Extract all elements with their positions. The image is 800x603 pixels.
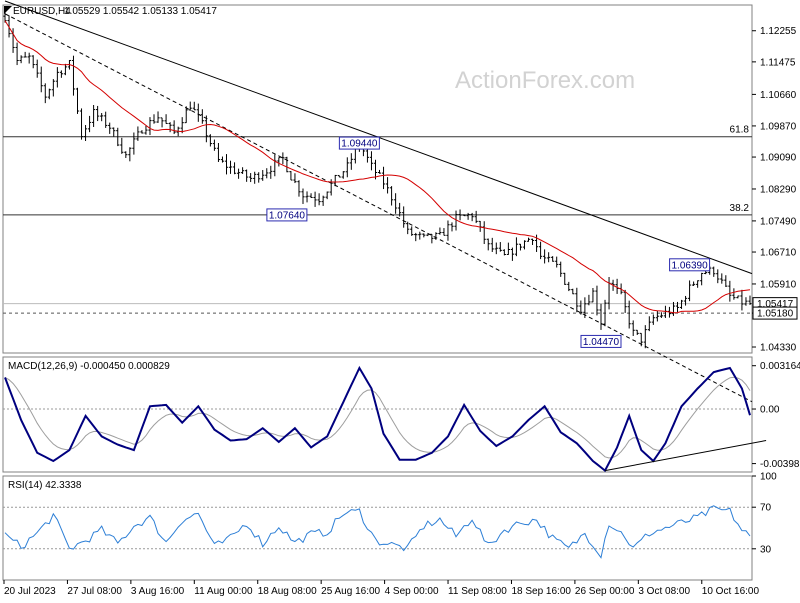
x-axis-tick-label: 26 Sep 00:00 [575,586,635,597]
price-y-tick-label: 1.10660 [760,90,797,101]
x-axis-tick-label: 18 Sep 16:00 [511,586,571,597]
price-annotation-box [266,208,308,222]
rsi-label: RSI(14) 42.3338 [8,480,82,491]
dotted-level-tag-label: 1.05180 [757,309,794,320]
price-y-tick-label: 1.09090 [760,153,797,164]
rsi-panel-frame [2,475,753,581]
price-annotation-label: 1.07640 [269,210,306,221]
macd-panel-frame [2,356,753,473]
macd-y-tick-label: -0.003986 [760,459,800,470]
dotted-level-tag [752,306,798,320]
fib-level-label: 61.8 [730,125,750,136]
rsi-y-tick-label: 100 [760,472,777,483]
x-axis-tick-label: 18 Aug 08:00 [258,586,317,597]
chart-corner-icon [4,6,12,14]
rsi-y-tick-label: 30 [760,544,772,555]
watermark-text: ActionForex.com [455,67,635,94]
x-axis-tick-label: 3 Aug 16:00 [131,586,185,597]
macd-signal-line [4,376,751,459]
price-y-tick-label: 1.12255 [760,26,797,37]
x-axis-tick-label: 27 Jul 08:00 [67,586,122,597]
price-annotation-box [669,258,711,272]
dashed-trendline [4,13,753,403]
price-y-tick-label: 1.09870 [760,121,797,132]
macd-y-tick-label: 0.003164 [760,361,800,372]
macd-y-tick-label: 0.00 [760,405,780,416]
price-panel-frame [2,4,753,354]
price-y-tick-label: 1.11475 [760,57,796,68]
x-axis-tick-label: 10 Oct 16:00 [702,586,760,597]
x-axis-tick-label: 11 Sep 08:00 [448,586,507,597]
x-axis-tick-label: 4 Sep 00:00 [385,586,439,597]
price-annotation-label: 1.09440 [341,139,378,150]
x-axis-tick-label: 20 Jul 2023 [4,586,56,597]
ohlc-header-label: 1.05529 1.05542 1.05133 1.05417 [64,6,217,17]
price-y-tick-label: 1.07490 [760,216,797,227]
rsi-line [4,505,751,559]
x-axis-tick-label: 3 Oct 08:00 [638,586,690,597]
x-axis-tick-label: 11 Aug 00:00 [194,586,253,597]
macd-trendline [604,440,767,472]
price-y-tick-label: 1.05910 [760,279,797,290]
price-annotation-box [580,334,622,348]
price-annotation-box [338,136,380,150]
rsi-y-tick-label: 70 [760,503,772,514]
x-axis-tick-label: 25 Aug 16:00 [321,586,380,597]
moving-average-line [4,20,751,314]
price-y-tick-label: 1.04330 [760,343,797,354]
symbol-label: EURUSD,H4 [13,6,71,17]
macd-label: MACD(12,26,9) -0.000450 0.000829 [8,361,170,372]
price-annotation-label: 1.04470 [583,337,620,348]
price-y-tick-label: 1.08290 [760,184,797,195]
price-annotation-label: 1.06390 [672,260,709,271]
fib-level-label: 38.2 [730,203,750,214]
price-y-tick-label: 1.06710 [760,248,797,259]
macd-line [4,365,751,473]
current-price-tag-label: 1.05417 [757,299,794,310]
